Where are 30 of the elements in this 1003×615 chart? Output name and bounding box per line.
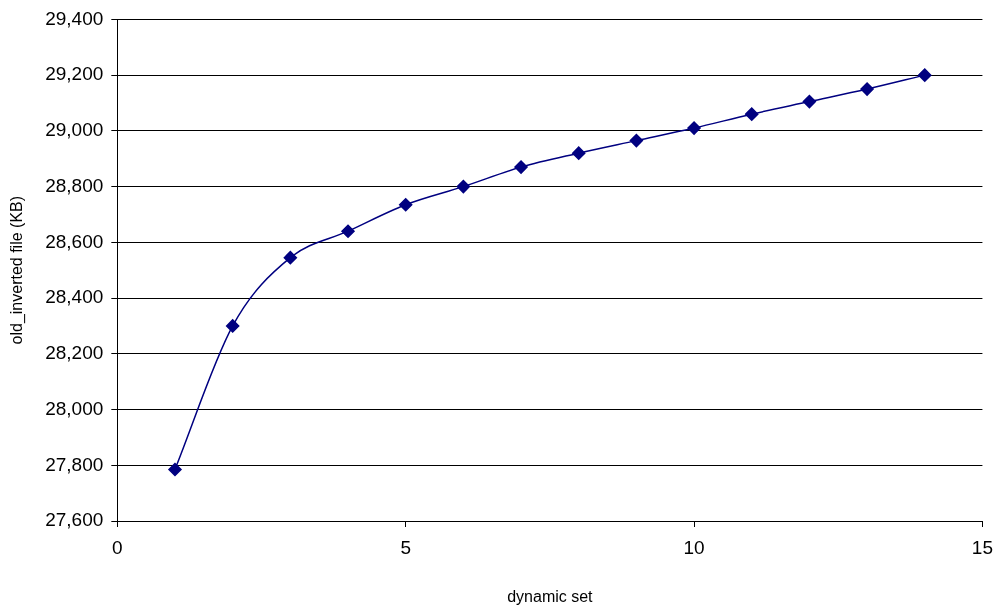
point [802,94,817,109]
y-tick-label: 28,400 [45,286,104,308]
y-tick-label: 28,800 [45,174,104,196]
y-axis-title: old_inverted file (KB) [8,195,27,345]
point [225,319,240,333]
point [571,146,586,160]
x-tick-label: 5 [400,536,411,558]
point [687,121,701,135]
y-tick-label: 28,200 [45,342,104,364]
point [398,197,413,212]
y-tick-label: 27,600 [45,509,104,531]
point [283,250,298,265]
y-tick-label: 29,000 [45,119,104,141]
point [456,179,471,194]
y-tick-label: 29,400 [45,7,104,29]
point [860,82,874,96]
x-tick-label: 15 [971,536,993,558]
point [168,462,182,477]
point [744,107,759,121]
x-tick-label: 0 [112,536,123,558]
point [918,68,932,82]
x-axis-title: dynamic set [507,587,594,605]
point [341,224,355,238]
y-tick-label: 27,800 [45,453,104,475]
x-tick-label: 10 [683,536,705,558]
point [629,133,644,148]
y-tick-label: 29,200 [45,63,104,85]
point [514,160,528,174]
y-tick-label: 28,000 [45,397,104,419]
y-tick-label: 28,600 [45,230,104,252]
